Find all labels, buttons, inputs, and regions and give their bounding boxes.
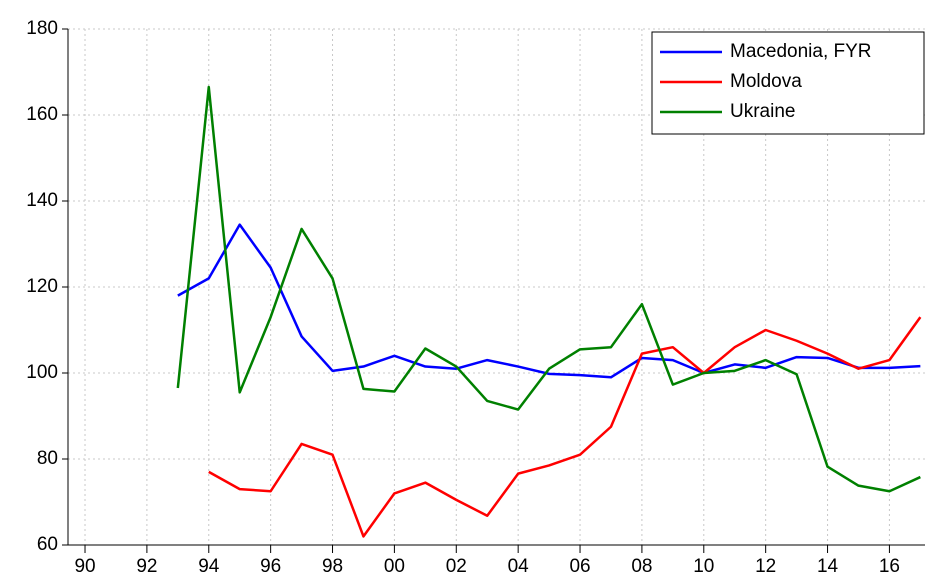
y-tick-label: 140 (26, 190, 58, 211)
x-tick-label: 00 (384, 556, 405, 577)
legend-label: Ukraine (730, 101, 795, 122)
y-tick-label: 60 (37, 534, 58, 555)
series-line (177, 223, 921, 379)
legend-label: Moldova (730, 71, 802, 92)
x-tick-label: 12 (755, 556, 776, 577)
y-tick-label: 180 (26, 18, 58, 39)
y-tick-label: 80 (37, 448, 58, 469)
y-tick-label: 120 (26, 276, 58, 297)
x-tick-label: 08 (631, 556, 652, 577)
x-tick-label: 96 (260, 556, 281, 577)
x-tick-label: 98 (322, 556, 343, 577)
y-tick-label: 160 (26, 104, 58, 125)
series-line (208, 316, 922, 538)
y-tick-label: 100 (26, 362, 58, 383)
x-tick-label: 02 (446, 556, 467, 577)
x-tick-label: 16 (879, 556, 900, 577)
x-tick-label: 92 (136, 556, 157, 577)
x-tick-label: 14 (817, 556, 839, 577)
legend-label: Macedonia, FYR (730, 41, 872, 62)
series-line (176, 85, 921, 493)
x-tick-label: 10 (693, 556, 714, 577)
x-tick-label: 04 (508, 556, 530, 577)
x-tick-label: 90 (74, 556, 95, 577)
x-tick-label: 06 (569, 556, 590, 577)
x-tick-label: 94 (198, 556, 220, 577)
